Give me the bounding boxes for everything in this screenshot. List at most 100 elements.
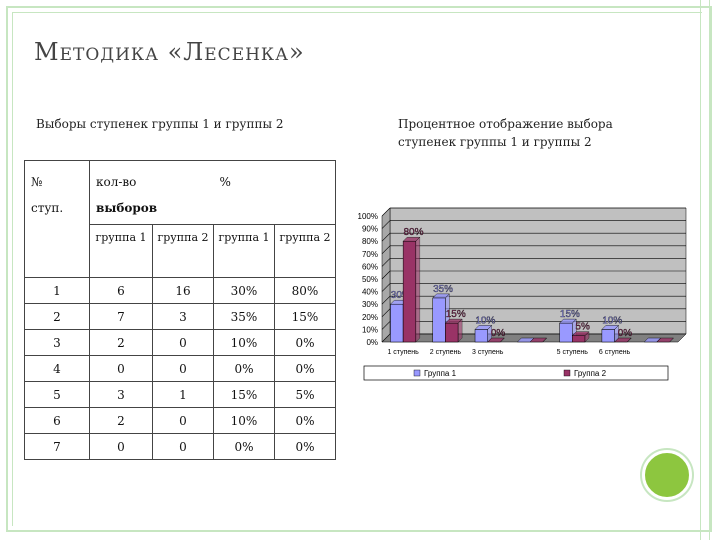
y-tick-label: 90% xyxy=(362,225,378,234)
bar-chart: 0% 10% 20% 30% 40% 50% 60% 70% 80% 90% 100% 30% 35% 1… xyxy=(358,207,687,381)
header-step-number: № ступ. xyxy=(24,160,90,278)
table-row: 3 2 0 10% 0% xyxy=(24,329,336,356)
gridline-side xyxy=(381,295,391,305)
data-label: 10% xyxy=(602,315,622,326)
gridline-side xyxy=(381,308,391,318)
header-percent: % xyxy=(213,160,336,225)
table-row: 4 0 0 0% 0% xyxy=(24,355,336,382)
header-percent-label: % xyxy=(219,175,231,189)
x-tick-label: 2 ступень xyxy=(430,349,462,356)
cell-step: 3 xyxy=(24,329,90,356)
subheader-g2-percent: группа 2 xyxy=(274,224,336,278)
y-tick-label: 40% xyxy=(362,288,378,297)
cell-g2-percent: 80% xyxy=(274,277,336,304)
cell-g1-percent: 10% xyxy=(213,329,275,356)
cell-g1-percent: 35% xyxy=(213,303,275,330)
y-tick-label: 100% xyxy=(358,212,378,221)
data-label: 0% xyxy=(491,328,506,339)
cell-g1-count: 2 xyxy=(89,329,153,356)
slide-outer-frame xyxy=(6,6,712,532)
cell-g2-percent: 0% xyxy=(274,407,336,434)
data-label: 0% xyxy=(618,328,633,339)
cell-g1-percent: 10% xyxy=(213,407,275,434)
legend-swatch xyxy=(563,369,571,377)
chart-caption: Процентное отображение выбора ступенек г… xyxy=(398,117,613,149)
cell-step: 5 xyxy=(24,381,90,408)
gridline-side xyxy=(381,283,391,292)
cell-g2-percent: 0% xyxy=(274,329,336,356)
data-label: 30% xyxy=(391,290,411,301)
cell-g2-count: 0 xyxy=(152,355,214,382)
table-row: 7 0 0 0% 0% xyxy=(24,433,336,460)
y-tick-label: 70% xyxy=(362,250,378,259)
cell-step: 7 xyxy=(24,433,90,460)
legend-label: Группа 2 xyxy=(574,369,607,378)
gridline-side xyxy=(381,207,391,217)
legend-label: Группа 1 xyxy=(424,369,457,378)
table-row: 1 6 16 30% 80% xyxy=(24,277,336,304)
y-tick-label: 10% xyxy=(362,325,378,334)
table-header-row: № ступ. кол-во выборов % xyxy=(24,160,336,278)
gridline-side xyxy=(381,270,391,280)
cell-step: 4 xyxy=(24,355,90,382)
table-row: 5 3 1 15% 5% xyxy=(24,381,336,408)
cell-g2-percent: 5% xyxy=(274,381,336,408)
table-row: 6 2 0 10% 0% xyxy=(24,407,336,434)
decorative-green-circle xyxy=(642,450,692,500)
legend-swatch xyxy=(413,369,421,377)
cell-g2-count: 0 xyxy=(152,407,214,434)
cell-g1-count: 3 xyxy=(89,381,153,408)
cell-step: 6 xyxy=(24,407,90,434)
y-tick-label: 50% xyxy=(362,275,378,284)
table-subheader-row: группа 1 группа 2 группа 1 группа 2 xyxy=(25,224,336,278)
bar xyxy=(559,322,573,343)
choices-table: № ступ. кол-во выборов % группа 1 группа… xyxy=(24,160,336,460)
cell-g1-count: 7 xyxy=(89,303,153,330)
data-label: 35% xyxy=(433,284,453,295)
gridline-side xyxy=(381,232,391,242)
data-label: 15% xyxy=(560,309,580,320)
bar xyxy=(572,335,586,343)
subheader-g1-count: группа 1 xyxy=(89,224,153,278)
bar-top xyxy=(529,337,548,343)
data-label: 15% xyxy=(446,309,466,320)
bar-side xyxy=(500,337,505,343)
gridline-side xyxy=(381,321,391,330)
y-tick-label: 30% xyxy=(362,300,378,309)
slide-right-rule xyxy=(700,0,710,540)
gridline-side xyxy=(381,258,391,267)
slide-title: Методика «Лесенка» xyxy=(34,38,305,66)
cell-g1-count: 6 xyxy=(89,277,153,304)
cell-g2-percent: 15% xyxy=(274,303,336,330)
cell-g2-count: 0 xyxy=(152,329,214,356)
x-tick-label: 6 ступень xyxy=(599,349,631,356)
bar-side xyxy=(415,236,421,343)
cell-g2-percent: 0% xyxy=(274,433,336,460)
y-tick-label: 60% xyxy=(362,262,378,271)
header-num-line1: № xyxy=(31,175,43,189)
header-count: кол-во выборов xyxy=(89,160,214,225)
bar xyxy=(432,297,446,343)
cell-g2-count: 1 xyxy=(152,381,214,408)
bar-side xyxy=(627,337,632,343)
subheader-g1-percent: группа 1 xyxy=(213,224,275,278)
header-count-line1: кол-во xyxy=(96,175,137,189)
cell-step: 1 xyxy=(24,277,90,304)
table-caption: Выборы ступенек группы 1 и группы 2 xyxy=(36,117,284,131)
cell-g1-count: 2 xyxy=(89,407,153,434)
cell-g1-count: 0 xyxy=(89,355,153,382)
x-tick-label: 3 ступень xyxy=(472,349,504,356)
data-label: 10% xyxy=(475,315,495,326)
gridline-side xyxy=(381,220,391,229)
x-tick-label: 1 ступень xyxy=(387,349,419,356)
legend-box xyxy=(363,365,669,381)
cell-g2-count: 0 xyxy=(152,433,214,460)
bar xyxy=(445,322,459,343)
data-label: 5% xyxy=(575,322,590,333)
y-tick-label: 0% xyxy=(366,338,378,347)
cell-g1-percent: 0% xyxy=(213,355,275,382)
cell-g2-count: 3 xyxy=(152,303,214,330)
gridline-side xyxy=(381,333,391,343)
bar xyxy=(402,240,417,343)
slide-inner-frame xyxy=(12,12,702,526)
